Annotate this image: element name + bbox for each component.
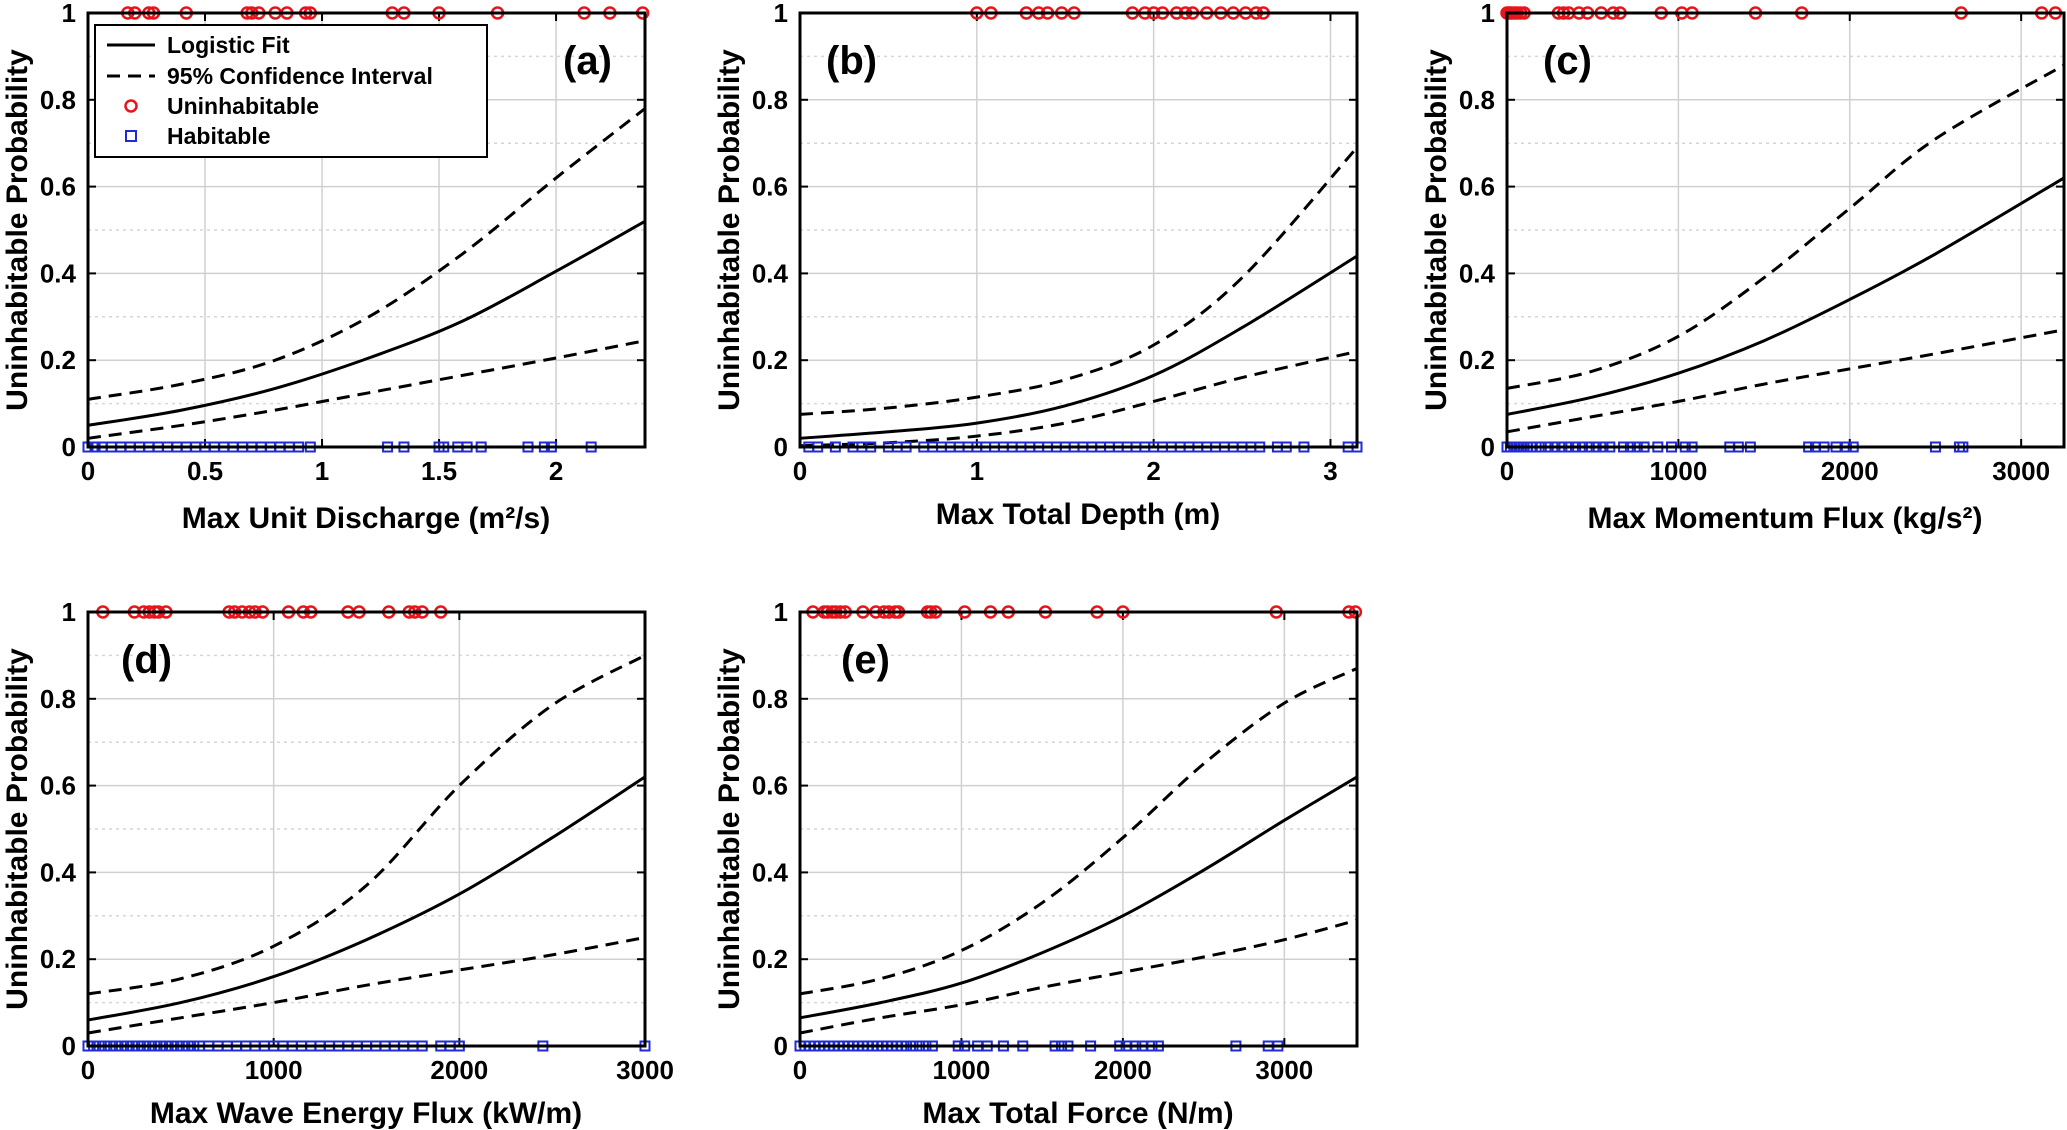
- y-tick-label: 1: [62, 597, 76, 627]
- panel-tag: (c): [1543, 39, 1592, 83]
- x-tick-label: 3000: [1255, 1055, 1313, 1085]
- y-tick-label: 1: [774, 0, 788, 28]
- y-tick-label: 0.6: [752, 771, 788, 801]
- x-tick-label: 3000: [1992, 456, 2050, 486]
- legend-ci-label: 95% Confidence Interval: [167, 63, 433, 89]
- ci-upper-line: [1506, 63, 2065, 390]
- x-tick-label: 0: [81, 456, 95, 486]
- x-axis-label: Max Unit Discharge (m²/s): [182, 502, 550, 535]
- ci-upper-line: [799, 146, 1359, 416]
- y-tick-label: 0.6: [40, 172, 76, 202]
- y-tick-label: 0.6: [1459, 172, 1495, 202]
- panel-d: Max Wave Energy Flux (kW/m) Uninhabitabl…: [1, 597, 674, 1130]
- plot-frame: [1505, 11, 2066, 449]
- y-tick-label: 1: [774, 597, 788, 627]
- x-tick-label: 1.5: [421, 456, 457, 486]
- ci-upper-line: [799, 667, 1358, 996]
- x-tick-label: 1: [970, 456, 984, 486]
- plot-frame: [798, 610, 1359, 1048]
- x-tick-label: 2000: [430, 1055, 488, 1085]
- x-tick-label: 1: [315, 456, 329, 486]
- ci-lower-line: [799, 918, 1358, 1035]
- panel-b: Max Total Depth (m) Uninhabitable Probab…: [713, 0, 1363, 531]
- plot-frame: [798, 11, 1359, 449]
- ci-lower-line: [87, 339, 646, 440]
- plot-frame: [86, 610, 647, 1048]
- panel-e: Max Total Force (N/m) Uninhabitable Prob…: [713, 597, 1363, 1130]
- legend-fit-label: Logistic Fit: [167, 32, 290, 58]
- y-tick-label: 0: [774, 432, 788, 462]
- panel-tag: (d): [121, 638, 172, 682]
- y-axis-label: Uninhabitable Probability: [1420, 49, 1453, 411]
- logistic-fit-line: [87, 775, 646, 1022]
- x-tick-label: 0.5: [187, 456, 223, 486]
- legend-box: [94, 24, 488, 158]
- x-tick-label: 2: [1146, 456, 1160, 486]
- y-tick-label: 0.4: [752, 857, 789, 887]
- x-tick-label: 2000: [1094, 1055, 1152, 1085]
- y-tick-label: 0.2: [752, 345, 788, 375]
- ci-lower-line: [87, 936, 646, 1035]
- y-tick-label: 0.4: [40, 258, 77, 288]
- y-tick-label: 1: [1481, 0, 1495, 28]
- x-tick-label: 1000: [1649, 456, 1707, 486]
- y-tick-label: 1: [62, 0, 76, 28]
- y-tick-label: 0.8: [752, 684, 788, 714]
- x-tick-label: 2000: [1821, 456, 1879, 486]
- logistic-fit-line: [799, 254, 1358, 440]
- x-tick-label: 3000: [616, 1055, 674, 1085]
- ci-lower-line: [1506, 328, 2065, 434]
- x-axis-label: Max Total Depth (m): [936, 498, 1220, 531]
- panel-tag: (b): [826, 39, 877, 83]
- y-tick-label: 0.8: [1459, 85, 1495, 115]
- y-tick-label: 0: [774, 1031, 788, 1061]
- x-tick-label: 0: [793, 456, 807, 486]
- x-axis-label: Max Wave Energy Flux (kW/m): [150, 1097, 582, 1130]
- panel-tag: (e): [841, 638, 890, 682]
- y-tick-label: 0.6: [752, 172, 788, 202]
- y-tick-label: 0.8: [40, 85, 76, 115]
- x-tick-label: 2: [549, 456, 563, 486]
- x-axis-label: Max Total Force (N/m): [922, 1097, 1233, 1130]
- y-axis-label: Uninhabitable Probability: [1, 49, 34, 411]
- y-tick-label: 0.2: [40, 345, 76, 375]
- y-tick-label: 0.4: [752, 258, 789, 288]
- legend-habitable-label: Habitable: [167, 123, 271, 149]
- x-tick-label: 3: [1323, 456, 1337, 486]
- panel-a: Max Unit Discharge (m²/s) Uninhabitable …: [1, 0, 650, 535]
- ci-upper-line: [87, 107, 646, 401]
- x-axis-label: Max Momentum Flux (kg/s²): [1587, 502, 1982, 535]
- logistic-fit-line: [1506, 176, 2065, 416]
- y-axis-label: Uninhabitable Probability: [713, 648, 746, 1010]
- y-tick-label: 0: [62, 432, 76, 462]
- plot-frame: [86, 11, 647, 449]
- logistic-fit-line: [87, 219, 646, 427]
- panel-c: Max Momentum Flux (kg/s²) Uninhabitable …: [1420, 0, 2066, 535]
- y-axis-label: Uninhabitable Probability: [1, 648, 34, 1010]
- legend: Logistic Fit 95% Confidence Interval Uni…: [94, 24, 488, 158]
- y-tick-label: 0.2: [1459, 345, 1495, 375]
- y-tick-label: 0.8: [40, 684, 76, 714]
- y-tick-label: 0.8: [752, 85, 788, 115]
- x-tick-label: 0: [81, 1055, 95, 1085]
- panel-tag: (a): [563, 39, 612, 83]
- y-axis-label: Uninhabitable Probability: [713, 49, 746, 411]
- legend-uninhabitable-label: Uninhabitable: [167, 93, 319, 119]
- y-tick-label: 0: [1481, 432, 1495, 462]
- x-tick-label: 0: [793, 1055, 807, 1085]
- y-tick-label: 0.2: [40, 944, 76, 974]
- y-tick-label: 0.4: [40, 857, 77, 887]
- x-tick-label: 1000: [245, 1055, 303, 1085]
- legend-habitable-marker: [125, 130, 137, 142]
- y-tick-label: 0: [62, 1031, 76, 1061]
- x-tick-label: 0: [1500, 456, 1514, 486]
- y-tick-label: 0.2: [752, 944, 788, 974]
- legend-uninhabitable-marker: [124, 99, 138, 113]
- logistic-fit-line: [799, 775, 1358, 1020]
- x-tick-label: 1000: [933, 1055, 991, 1085]
- y-tick-label: 0.6: [40, 771, 76, 801]
- y-tick-label: 0.4: [1459, 258, 1496, 288]
- ci-upper-line: [87, 654, 646, 996]
